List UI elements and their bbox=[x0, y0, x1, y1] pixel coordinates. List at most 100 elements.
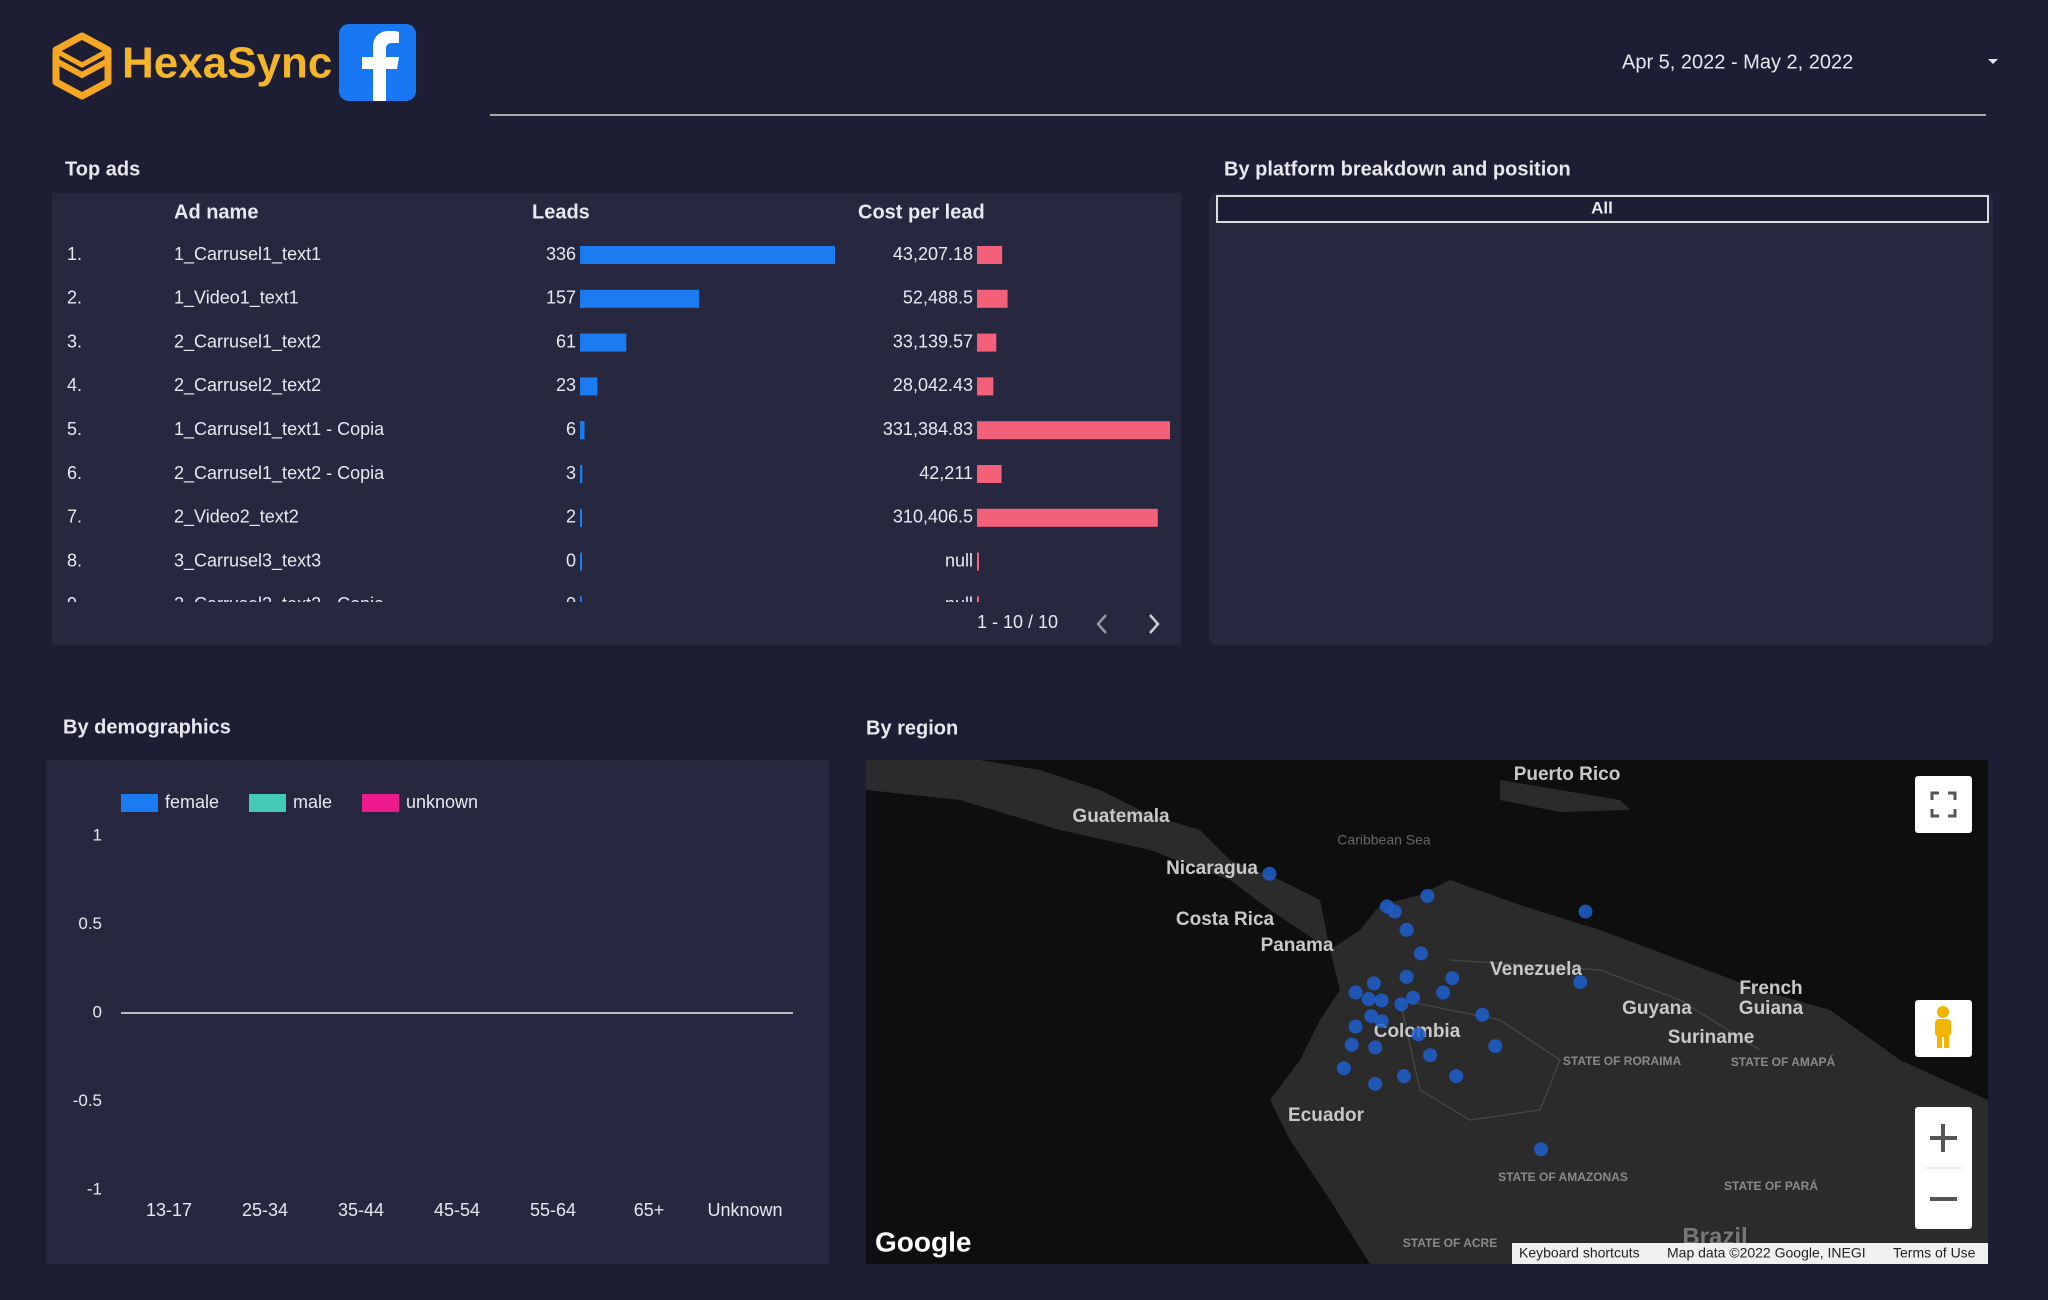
map-point[interactable] bbox=[1436, 985, 1451, 1000]
leads-bar bbox=[580, 377, 598, 396]
platform-panel bbox=[1209, 193, 1993, 645]
rank: 7. bbox=[67, 507, 82, 527]
pagination: 1 - 10 / 10 bbox=[977, 612, 1058, 632]
ad-name: 3_Carrusel3_text3 bbox=[174, 550, 321, 571]
map-point[interactable] bbox=[1578, 904, 1593, 919]
map-point[interactable] bbox=[1368, 1076, 1383, 1091]
map-point[interactable] bbox=[1344, 1037, 1359, 1052]
leads-value: 23 bbox=[556, 375, 576, 395]
ad-name: 2_Video2_text2 bbox=[174, 507, 299, 528]
x-tick-label: 55-64 bbox=[530, 1200, 576, 1220]
bar-baseline bbox=[977, 596, 979, 602]
cost-bar bbox=[977, 289, 1008, 308]
filter-label[interactable]: All bbox=[1591, 198, 1613, 217]
legend-label[interactable]: male bbox=[293, 792, 332, 812]
map-point[interactable] bbox=[1374, 993, 1389, 1008]
rank: 5. bbox=[67, 419, 82, 439]
attribution-bar bbox=[1512, 1243, 1988, 1264]
map-label: Guatemala bbox=[1072, 806, 1170, 827]
map-point[interactable] bbox=[1406, 990, 1421, 1005]
ad-name: 2_Carrusel1_text2 bbox=[174, 331, 321, 352]
map-point[interactable] bbox=[1413, 946, 1428, 961]
x-tick-label: Unknown bbox=[707, 1200, 782, 1220]
map-point[interactable] bbox=[1348, 985, 1363, 1000]
map-point[interactable] bbox=[1411, 1027, 1426, 1042]
map-point[interactable] bbox=[1396, 1069, 1411, 1084]
leads-bar bbox=[580, 465, 583, 483]
map-point[interactable] bbox=[1336, 1061, 1351, 1076]
section-title: By platform breakdown and position bbox=[1224, 158, 1571, 180]
map-point[interactable] bbox=[1262, 866, 1277, 881]
leads-value: 6 bbox=[566, 419, 576, 439]
attribution[interactable]: Keyboard shortcuts bbox=[1519, 1245, 1640, 1261]
map-point[interactable] bbox=[1445, 971, 1460, 986]
map-point[interactable] bbox=[1387, 904, 1402, 919]
leads-value: 0 bbox=[566, 594, 576, 614]
map-point[interactable] bbox=[1348, 1019, 1363, 1034]
map-point[interactable] bbox=[1488, 1039, 1503, 1054]
rank: 3. bbox=[67, 331, 82, 351]
map-point[interactable] bbox=[1449, 1069, 1464, 1084]
map-point[interactable] bbox=[1399, 969, 1414, 984]
cost-value: 331,384.83 bbox=[883, 419, 973, 439]
prev-page[interactable] bbox=[1096, 614, 1107, 634]
y-tick-label: 0 bbox=[93, 1002, 102, 1021]
cost-value: 33,139.57 bbox=[893, 331, 973, 351]
map-point[interactable] bbox=[1366, 976, 1381, 991]
filter-tab[interactable] bbox=[1216, 195, 1989, 223]
bar-baseline bbox=[977, 552, 979, 571]
rank: 9. bbox=[67, 594, 82, 614]
legend-label[interactable]: unknown bbox=[406, 792, 478, 812]
section-title: By region bbox=[866, 717, 958, 739]
column-header[interactable]: Ad name bbox=[174, 201, 258, 223]
table-body: 1. 1_Carrusel1_text1 336 43,207.18 2. 1_Video… bbox=[67, 244, 1170, 614]
rank: 4. bbox=[67, 375, 82, 395]
map-point[interactable] bbox=[1399, 922, 1414, 937]
bar-baseline bbox=[580, 596, 582, 602]
map-point[interactable] bbox=[1368, 1040, 1383, 1055]
legend-label[interactable]: female bbox=[165, 792, 219, 812]
attribution[interactable]: Terms of Use bbox=[1893, 1245, 1976, 1261]
cost-bar bbox=[977, 246, 1003, 264]
map-point[interactable] bbox=[1361, 992, 1376, 1007]
zoom-in[interactable] bbox=[1930, 1124, 1957, 1152]
x-tick-label: 45-54 bbox=[434, 1200, 480, 1220]
map-label: STATE OF PARÁ bbox=[1724, 1178, 1818, 1193]
map-label: Ecuador bbox=[1288, 1105, 1365, 1126]
map-point[interactable] bbox=[1475, 1007, 1490, 1022]
cost-value: 52,488.5 bbox=[903, 288, 973, 308]
next-page[interactable] bbox=[1149, 614, 1160, 634]
logo bbox=[52, 32, 112, 100]
leads-bar bbox=[580, 333, 627, 352]
legend-swatch bbox=[121, 794, 158, 812]
column-header[interactable]: Leads bbox=[532, 201, 590, 223]
legend-swatch bbox=[249, 794, 286, 812]
cost-value: 310,406.5 bbox=[893, 507, 973, 527]
map-label: Panama bbox=[1261, 935, 1334, 956]
column-header[interactable]: Cost per lead bbox=[858, 201, 985, 223]
fullscreen-button[interactable] bbox=[1915, 776, 1972, 833]
map-point[interactable] bbox=[1364, 1009, 1379, 1024]
map-label: Costa Rica bbox=[1176, 909, 1275, 930]
map-point[interactable] bbox=[1423, 1048, 1438, 1063]
dropdown-arrow[interactable] bbox=[1988, 59, 1998, 64]
x-tick-label: 13-17 bbox=[146, 1200, 192, 1220]
legend-swatch bbox=[362, 794, 399, 812]
x-tick-label: 25-34 bbox=[242, 1200, 288, 1220]
y-tick-label: 0.5 bbox=[78, 914, 102, 933]
leads-bar bbox=[580, 508, 582, 527]
map-point[interactable] bbox=[1573, 975, 1588, 990]
cost-value: 42,211 bbox=[919, 463, 973, 483]
fullscreen-icon bbox=[1930, 791, 1957, 818]
table-panel bbox=[52, 193, 1181, 645]
leads-value: 61 bbox=[556, 331, 576, 351]
map-point[interactable] bbox=[1374, 1014, 1389, 1029]
map-point[interactable] bbox=[1420, 888, 1435, 903]
map[interactable]: Puerto Rico Guatemala Caribbean Sea Nica… bbox=[866, 760, 1988, 1264]
date-range[interactable]: Apr 5, 2022 - May 2, 2022 bbox=[1622, 51, 1853, 73]
bar-baseline bbox=[580, 552, 582, 571]
map-point[interactable] bbox=[1394, 997, 1409, 1012]
map-point[interactable] bbox=[1534, 1142, 1549, 1157]
facebook-icon bbox=[339, 24, 416, 101]
